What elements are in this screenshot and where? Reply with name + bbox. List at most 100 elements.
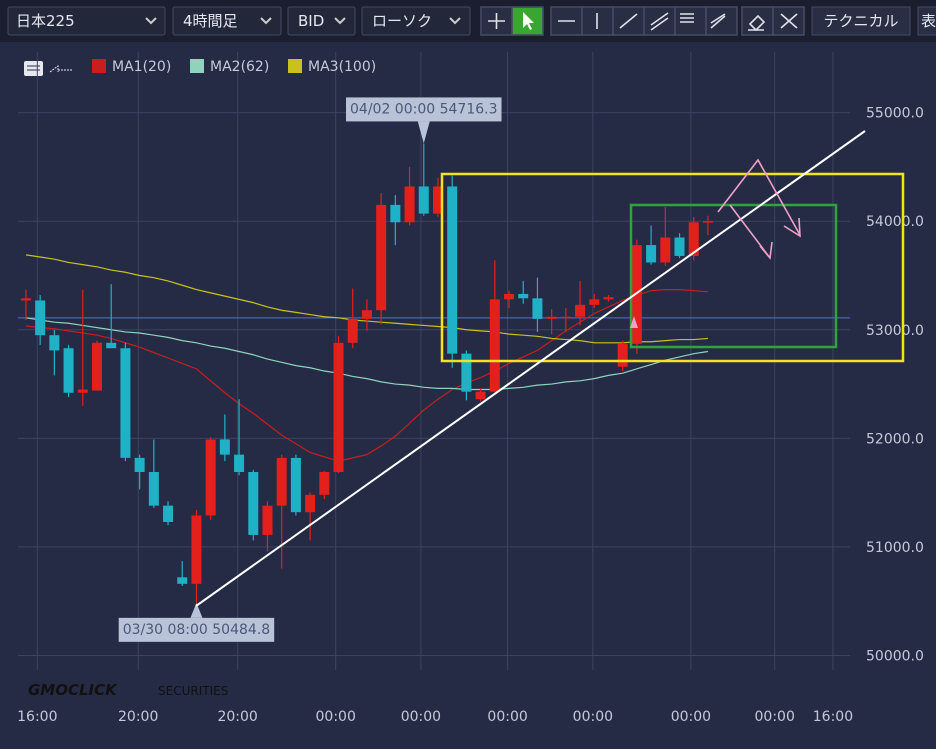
candle-body <box>404 186 415 223</box>
x-tick-label: 00:00 <box>755 709 795 725</box>
x-tick-label: 20:00 <box>118 709 158 725</box>
candle-body <box>575 304 586 317</box>
brand-sub: SECURITIES <box>158 684 228 698</box>
candle-body <box>276 457 287 506</box>
candle-body <box>660 237 671 263</box>
candle-body <box>35 300 46 336</box>
candle-body <box>347 318 358 343</box>
legend-label: MA2(62) <box>210 59 269 75</box>
annotation-text: 04/02 00:00 54716.3 <box>350 101 498 117</box>
symbol: 日本225 <box>16 12 75 30</box>
annotation-pointer <box>417 121 430 144</box>
drawings <box>195 130 905 607</box>
candle-body <box>191 515 202 584</box>
x-tick-label: 00:00 <box>671 709 711 725</box>
extra: 表 <box>921 12 936 30</box>
ma-line <box>25 317 709 391</box>
candle-body <box>234 454 245 472</box>
annotation-box <box>118 617 275 642</box>
candle-body <box>319 472 330 495</box>
candle-body <box>219 439 230 455</box>
y-tick-label: 50000.0 <box>866 648 924 664</box>
legend-swatch <box>288 59 302 73</box>
candle-body <box>546 316 557 319</box>
candle-body <box>20 298 31 301</box>
y-tick-label: 55000.0 <box>866 106 924 122</box>
candle-body <box>91 342 102 391</box>
symbol-select[interactable]: 日本225 <box>7 6 166 36</box>
candle-body <box>248 472 259 535</box>
candle-body <box>148 472 159 506</box>
price-select[interactable]: BID <box>287 6 356 36</box>
x-tick-label: 00:00 <box>573 709 613 725</box>
candle-body <box>106 342 117 349</box>
legend-label: MA3(100) <box>308 59 376 75</box>
y-tick-label: 54000.0 <box>866 214 924 230</box>
candle-body <box>305 494 316 513</box>
candle-body <box>702 221 713 223</box>
candle-body <box>432 186 443 214</box>
technical: テクニカル <box>823 12 898 30</box>
candle-body <box>418 186 429 214</box>
candle-body <box>518 293 529 299</box>
candle-body <box>603 297 614 300</box>
x-tick-label: 00:00 <box>401 709 441 725</box>
extra-button[interactable]: 表 <box>917 6 936 36</box>
candle-body <box>532 298 543 319</box>
candle-body <box>674 237 685 256</box>
annotation-pointer <box>190 602 203 618</box>
price-annotation: 03/30 08:00 50484.8 <box>118 602 275 642</box>
price-annotation: 04/02 00:00 54716.3 <box>346 97 502 144</box>
candle-body <box>631 245 642 344</box>
candle-body <box>177 577 188 584</box>
legend-swatch <box>190 59 204 73</box>
candle-body <box>361 310 372 319</box>
candle-body <box>163 505 174 522</box>
chart-type-select[interactable]: ローソク <box>361 6 471 36</box>
legend-swatch <box>92 59 106 73</box>
candle-body <box>447 186 458 354</box>
technical-button[interactable]: テクニカル <box>811 6 911 36</box>
candle-body <box>646 245 657 263</box>
candle-body <box>262 505 273 535</box>
watermark: GMOCLICK SECURITIES <box>28 681 228 699</box>
candle-body <box>461 353 472 392</box>
candle-body <box>333 342 344 472</box>
ma-line <box>25 289 708 462</box>
y-tick-label: 52000.0 <box>866 431 924 447</box>
tool-buttons[interactable] <box>480 6 805 36</box>
candle-body <box>134 457 145 472</box>
brand: GMOCLICK <box>28 681 118 699</box>
candle-body <box>49 335 60 351</box>
candle-body <box>504 293 515 300</box>
y-tick-label: 51000.0 <box>866 540 924 556</box>
candle-body <box>589 299 600 305</box>
y-tick-label: 53000.0 <box>866 323 924 339</box>
legend-icons <box>24 61 72 76</box>
annotation-text: 03/30 08:00 50484.8 <box>123 622 271 638</box>
candle-body <box>205 439 216 516</box>
annotation-box <box>346 97 502 122</box>
candle-body <box>120 348 131 458</box>
price: BID <box>298 12 324 30</box>
timeframe: 4時間足 <box>183 12 238 30</box>
candle-body <box>290 457 301 513</box>
candle-body <box>390 204 401 223</box>
x-tick-label: 16:00 <box>813 709 853 725</box>
legend-label: MA1(20) <box>112 59 171 75</box>
candle-body <box>63 348 74 393</box>
x-tick-label: 20:00 <box>217 709 257 725</box>
candle-body <box>376 204 387 311</box>
x-tick-label: 16:00 <box>17 709 57 725</box>
candle-body <box>77 389 88 393</box>
candle-body <box>475 391 486 400</box>
chart-type: ローソク <box>372 12 432 30</box>
x-tick-label: 00:00 <box>316 709 356 725</box>
x-tick-label: 00:00 <box>487 709 527 725</box>
candle-body <box>617 343 628 367</box>
candle-body <box>489 299 500 392</box>
candle-body <box>688 222 699 256</box>
timeframe-select[interactable]: 4時間足 <box>172 6 282 36</box>
candle-body <box>560 316 571 319</box>
